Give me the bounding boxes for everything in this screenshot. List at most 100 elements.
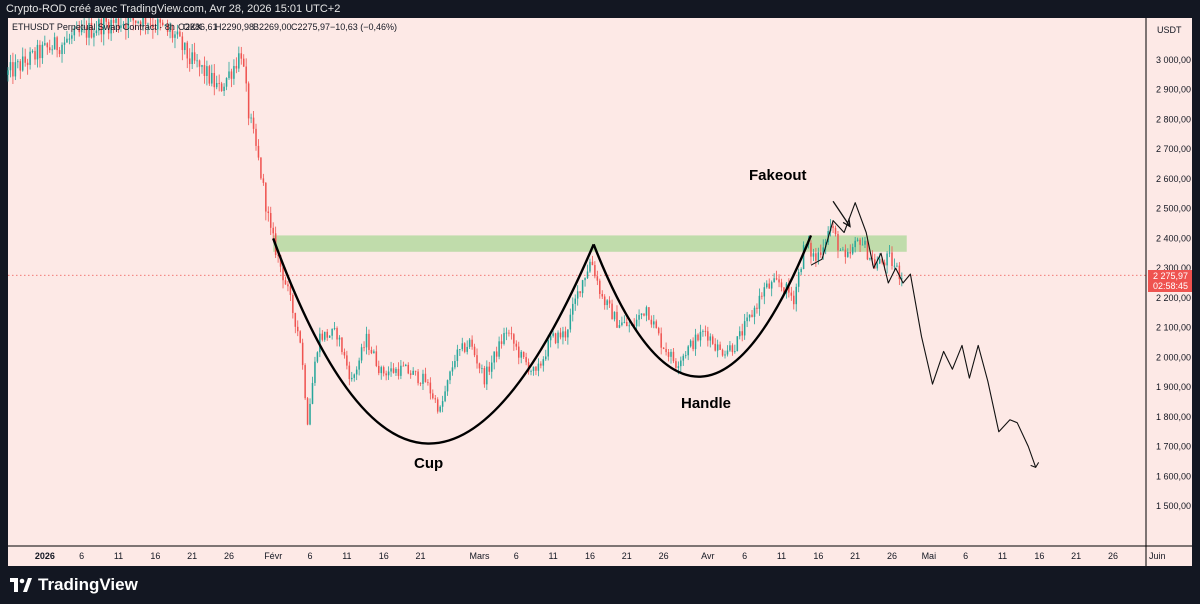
y-tick-label: 2 400,00 bbox=[1156, 233, 1191, 243]
candle bbox=[56, 35, 58, 58]
candle bbox=[456, 344, 459, 368]
handle-curve[interactable] bbox=[592, 234, 813, 378]
x-tick-label: 11 bbox=[342, 551, 351, 561]
time-axis[interactable]: 2026 6 11 16 21 26 Févr 6 11 16 21 Mars 6 11 16 21 26 Avr… bbox=[35, 551, 1166, 561]
candle bbox=[645, 305, 648, 322]
candle bbox=[589, 258, 591, 273]
candle bbox=[586, 264, 589, 280]
candle bbox=[233, 59, 235, 85]
candle bbox=[380, 365, 383, 380]
candle bbox=[839, 248, 842, 251]
candle bbox=[731, 343, 734, 356]
candle bbox=[282, 265, 284, 289]
candle bbox=[171, 24, 174, 43]
candle bbox=[206, 60, 208, 86]
candle bbox=[355, 366, 358, 381]
candle bbox=[250, 113, 252, 124]
tradingview-logo[interactable]: TradingView bbox=[10, 575, 138, 595]
candle bbox=[820, 244, 822, 258]
symbol-legend: ETHUSDT Perpetual Swap Contract · 8h · O… bbox=[12, 22, 397, 32]
cup-curve[interactable] bbox=[272, 237, 595, 445]
legend-change: −10,63 (−0,46%) bbox=[330, 22, 397, 32]
candle bbox=[215, 75, 218, 90]
candle bbox=[545, 349, 547, 361]
candle bbox=[596, 270, 599, 286]
candle bbox=[655, 319, 658, 329]
candle bbox=[434, 395, 437, 404]
candle bbox=[682, 353, 685, 366]
candle bbox=[78, 20, 80, 37]
resistance-zone[interactable] bbox=[273, 235, 907, 252]
candle bbox=[365, 326, 368, 355]
candle bbox=[439, 405, 441, 413]
candle bbox=[395, 367, 397, 376]
projection-path[interactable] bbox=[810, 202, 1037, 468]
y-tick-label: 1 700,00 bbox=[1156, 442, 1191, 452]
candle bbox=[552, 330, 554, 338]
candle bbox=[628, 321, 631, 333]
candle bbox=[847, 248, 849, 258]
candle bbox=[564, 326, 567, 341]
candle bbox=[21, 47, 24, 72]
candle bbox=[309, 398, 311, 426]
candle bbox=[272, 222, 274, 240]
candle bbox=[576, 285, 579, 306]
candle bbox=[660, 327, 662, 355]
candle bbox=[707, 326, 709, 347]
price-axis[interactable]: 1 500,00 1 600,00 1 700,00 1 800,00 1 900,00… bbox=[1156, 55, 1191, 511]
candle bbox=[505, 327, 508, 341]
x-tick-label: Févr bbox=[264, 551, 282, 561]
candle bbox=[370, 346, 373, 355]
candle bbox=[198, 59, 201, 77]
candle bbox=[166, 19, 169, 36]
candle bbox=[316, 351, 319, 364]
candle bbox=[768, 278, 770, 289]
candle bbox=[58, 46, 61, 58]
candle bbox=[680, 356, 682, 374]
candle bbox=[338, 335, 341, 347]
candle bbox=[73, 26, 76, 42]
candle bbox=[14, 54, 17, 81]
candle bbox=[432, 389, 434, 400]
candle bbox=[810, 240, 812, 264]
candle bbox=[193, 42, 196, 64]
y-tick-label: 2 000,00 bbox=[1156, 352, 1191, 362]
fakeout-arrow[interactable] bbox=[832, 200, 851, 227]
candle bbox=[284, 276, 287, 285]
candle bbox=[849, 244, 852, 259]
candle bbox=[269, 206, 272, 236]
candle bbox=[657, 326, 660, 336]
candle bbox=[441, 395, 444, 413]
candle bbox=[653, 314, 655, 329]
candle bbox=[53, 32, 56, 50]
resistance-zone-layer bbox=[8, 235, 1146, 276]
candle bbox=[85, 20, 88, 46]
candle bbox=[152, 17, 154, 39]
candle bbox=[729, 340, 731, 352]
currency-label: USDT bbox=[1157, 25, 1182, 35]
handle-label: Handle bbox=[681, 395, 731, 412]
candle bbox=[179, 28, 181, 37]
candle bbox=[891, 246, 893, 270]
candle bbox=[230, 68, 233, 88]
candle bbox=[436, 397, 439, 414]
candle bbox=[71, 32, 73, 45]
y-tick-label: 2 700,00 bbox=[1156, 144, 1191, 154]
candle bbox=[46, 42, 49, 55]
candle bbox=[473, 343, 476, 358]
candle bbox=[409, 370, 412, 379]
x-tick-label: Juin bbox=[1149, 551, 1166, 561]
candle bbox=[601, 290, 604, 299]
candle bbox=[321, 330, 324, 342]
time-scale-background bbox=[8, 546, 1192, 566]
candle bbox=[203, 56, 206, 84]
chart-canvas[interactable]: 1 500,00 1 600,00 1 700,00 1 800,00 1 900,00… bbox=[0, 0, 1200, 566]
candle bbox=[196, 54, 198, 68]
candle bbox=[353, 373, 355, 382]
candle bbox=[520, 350, 522, 364]
x-tick-label: 16 bbox=[813, 551, 823, 561]
candle bbox=[98, 14, 100, 36]
candle bbox=[220, 81, 223, 92]
candle bbox=[766, 280, 768, 289]
candle bbox=[719, 341, 721, 351]
